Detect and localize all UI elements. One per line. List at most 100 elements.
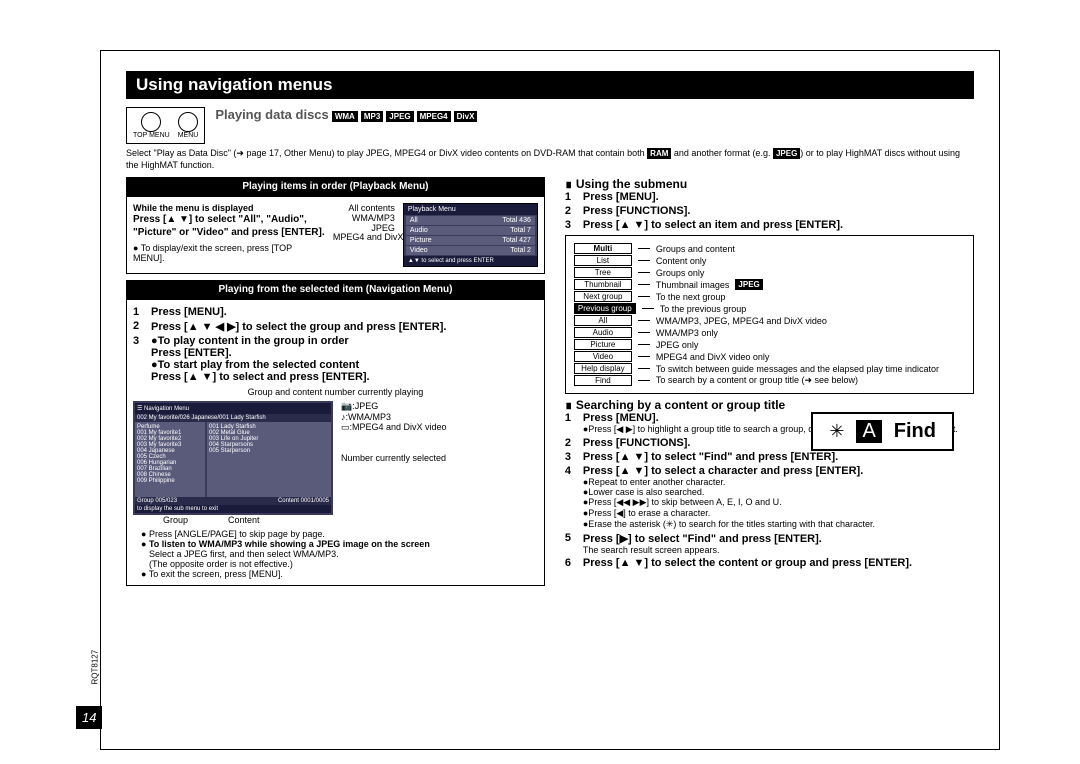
pb-r2l: Picture [410,237,432,244]
b2b4: To exit the screen, press [MENU]. [149,569,283,579]
ss2n: 3 [565,451,577,463]
pb-r0r: Total 436 [502,217,530,224]
submenu-items-box: Multi Groups and content List Content only… [565,235,974,394]
mi3d: Thumbnail images [656,280,730,290]
nav-step2: Press [▲ ▼ ◀ ▶] to select the group and … [151,320,538,333]
mi2: Tree [574,267,632,278]
mi11: Find [574,375,632,386]
badge-divx: DivX [454,111,478,122]
intro-part1: Select "Play as Data Disc" (➜ page 17, O… [126,148,647,158]
badge-wma: WMA [332,111,358,122]
nav-menu-box: 1Press [MENU]. 2Press [▲ ▼ ◀ ▶] to selec… [126,299,545,586]
fl0: Group [163,515,188,525]
mi6: All [574,315,632,326]
mi4d: To the next group [656,292,726,302]
pb-r0l: All [410,217,418,224]
mi0: Multi [574,243,632,254]
b2b1: To listen to WMA/MP3 while showing a JPE… [149,539,430,549]
pb-r3l: Video [410,247,428,254]
sm-s3: Press [▲ ▼] to select an item and press … [583,219,974,231]
menu-label: MENU [178,132,199,139]
ss1n: 2 [565,437,577,449]
pb-r2r: Total 427 [502,237,530,244]
nav-menu-header: Playing from the selected item (Navigati… [126,280,545,299]
submenu-title: Using the submenu [576,177,687,191]
find-star: ✳ [829,421,844,442]
leg0: :JPEG [352,401,378,411]
ss5n: 6 [565,557,577,569]
box1-line1: While the menu is displayed [133,203,325,213]
b2b0: Press [ANGLE/PAGE] to skip page by page. [149,529,325,539]
pb-r3r: Total 2 [510,247,531,254]
mi0d: Groups and content [656,244,735,254]
ns-title: Navigation Menu [144,406,189,412]
playback-menu-box: While the menu is displayed Press [▲ ▼] … [126,196,545,274]
ns-f2: to display the sub menu to exit [135,505,331,513]
ss3n: 4 [565,465,577,530]
label-wma: WMA/MP3 [333,213,395,223]
mi7d: WMA/MP3 only [656,328,718,338]
sm-s1: Press [MENU]. [583,191,974,203]
nav-note2: Number currently selected [341,453,538,463]
b2b2: Select a JPEG first, and then select WMA… [149,549,339,559]
mi1: List [574,255,632,266]
mi11d: To search by a content or group title (➜… [656,375,858,386]
ss0t: Press [MENU]. [583,412,659,424]
nav-step1: Press [MENU]. [151,306,538,318]
mi8d: JPEG only [656,340,699,350]
box1-tip: To display/exit the screen, press [TOP M… [133,243,292,263]
section-title: Playing data discs [215,107,328,122]
nav-note1: Group and content number currently playi… [133,387,538,397]
leg1: :WMA/MP3 [346,412,392,422]
button-illustration: TOP MENU MENU [126,107,205,144]
badge-jpeg: JPEG [386,111,413,122]
playback-screen-illustration: Playback Menu AllTotal 436 AudioTotal 7 … [403,203,538,267]
pb-foot: ▲▼ to select and press ENTER [404,256,537,266]
mi9: Video [574,351,632,362]
mi4: Next group [574,291,632,302]
ss4t: Press [▶] to select "Find" and press [EN… [583,533,822,545]
fl1: Content [228,515,260,525]
mi10d: To switch between guide messages and the… [656,364,939,374]
ss2t: Press [▲ ▼] to select "Find" and press [… [583,451,863,463]
box1-line2: Press [▲ ▼] to select "All", "Audio", "P… [133,213,325,239]
page-content: Using navigation menus TOP MENU MENU Pla… [100,50,1000,750]
pb-r1r: Total 7 [510,227,531,234]
badge-mpeg4: MPEG4 [417,111,451,122]
pb-title: Playback Menu [404,204,537,215]
top-menu-button-icon [141,112,161,132]
pb-r1l: Audio [410,227,428,234]
menu-button-icon [178,112,198,132]
ns-l9: 009 Philippine [137,478,203,484]
ss4s: The search result screen appears. [583,545,974,555]
document-code: RQT8127 [91,650,100,685]
mi6d: WMA/MP3, JPEG, MPEG4 and DivX video [656,316,827,326]
mi3: Thumbnail [574,279,632,290]
mi10: Help display [574,363,632,374]
find-box-illustration: ✳ A Find [811,412,954,451]
ns-fr: Content 0001/0005 [278,498,329,504]
nav-step3: ●To play content in the group in order P… [151,335,538,383]
format-badges: WMA MP3 JPEG MPEG4 DivX [332,111,478,122]
badge-mp3: MP3 [361,111,383,122]
ns-right: 001 Lady Starfish 002 Metal Glue 003 Lif… [207,422,331,497]
mi7: Audio [574,327,632,338]
mi5: Previous group [574,303,636,314]
intro-badge-ram: RAM [647,148,671,159]
ss0n: 1 [565,412,577,435]
mi5d: To the previous group [660,304,747,314]
label-all: All contents [333,203,395,213]
mi8: Picture [574,339,632,350]
ns-fl: Group 005/023 [137,498,177,504]
intro-text: Select "Play as Data Disc" (➜ page 17, O… [126,148,974,171]
playback-menu-header: Playing items in order (Playback Menu) [126,177,545,196]
mi3b: JPEG [735,279,762,290]
leg2: :MPEG4 and DivX video [350,422,447,432]
mi1d: Content only [656,256,707,266]
b2b3: (The opposite order is not effective.) [149,559,293,569]
ss3t: Press [▲ ▼] to select a character and pr… [583,465,863,477]
intro-part2: and another format (e.g. [671,148,773,158]
find-label: Find [894,420,936,443]
mi9d: MPEG4 and DivX video only [656,352,770,362]
top-menu-label: TOP MENU [133,132,170,139]
